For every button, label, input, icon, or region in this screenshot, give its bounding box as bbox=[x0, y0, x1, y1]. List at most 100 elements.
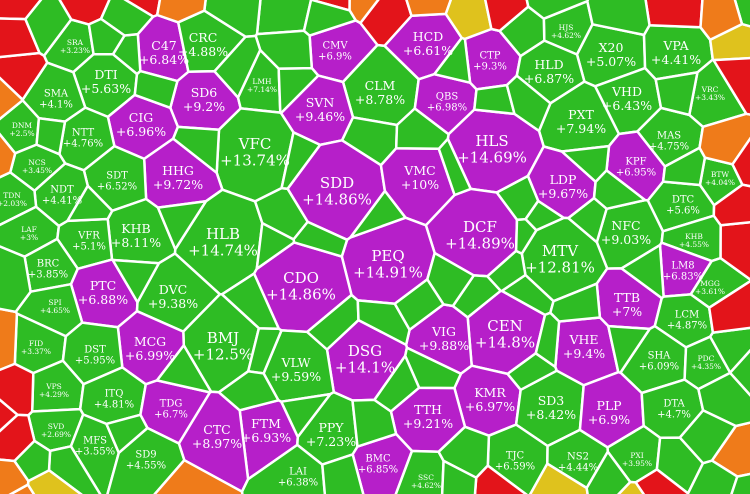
cell-small[interactable] bbox=[0, 245, 32, 314]
cell-small[interactable] bbox=[0, 130, 17, 179]
cell-code-label: C47 bbox=[151, 38, 177, 53]
cell-code-label: SPI bbox=[48, 298, 61, 307]
cell-small[interactable] bbox=[302, 0, 357, 37]
cell-small[interactable] bbox=[0, 74, 24, 122]
cell-small[interactable] bbox=[505, 74, 552, 133]
cell-value-label: +4.41% bbox=[651, 52, 701, 67]
cell-small[interactable] bbox=[35, 116, 67, 156]
cell-value-label: +5.1% bbox=[72, 242, 106, 253]
cell-code-label: LAF bbox=[21, 225, 37, 234]
cell-small[interactable] bbox=[567, 196, 608, 244]
cell-code-label: HHG bbox=[162, 163, 194, 178]
cell-small[interactable] bbox=[277, 66, 320, 115]
cell-small[interactable] bbox=[393, 278, 445, 331]
cell-small[interactable] bbox=[105, 413, 149, 455]
cell-value-label: +6.09% bbox=[639, 362, 679, 373]
cell-small[interactable] bbox=[133, 69, 179, 110]
cell-value-label: +9.88% bbox=[419, 338, 469, 353]
cell-small[interactable] bbox=[560, 144, 611, 183]
cell-code-label: DST bbox=[84, 345, 106, 356]
cell-small[interactable] bbox=[155, 344, 213, 394]
cell-code-label: SSC bbox=[418, 473, 434, 482]
cell-small[interactable] bbox=[661, 146, 707, 187]
cell-code-label: LDP bbox=[550, 172, 577, 187]
cell-code-label: BTW bbox=[711, 170, 730, 179]
cell-value-label: +6.99% bbox=[125, 348, 175, 363]
cell-small[interactable] bbox=[66, 184, 114, 223]
cell-small[interactable] bbox=[473, 464, 529, 494]
cell-small[interactable] bbox=[699, 0, 744, 42]
cell-code-label: CEN bbox=[487, 317, 523, 335]
cell-value-label: +3.45% bbox=[22, 166, 52, 175]
cell-small[interactable] bbox=[171, 125, 221, 175]
cell-code-label: LM8 bbox=[671, 261, 694, 272]
cell-small[interactable] bbox=[0, 362, 35, 417]
cell-small[interactable] bbox=[217, 370, 280, 412]
cell-small[interactable] bbox=[440, 459, 478, 494]
cell-small[interactable] bbox=[373, 354, 421, 413]
cell-small[interactable] bbox=[13, 439, 52, 483]
cell-small[interactable] bbox=[356, 299, 411, 347]
cell-small[interactable] bbox=[707, 279, 750, 334]
cell-small[interactable] bbox=[534, 311, 561, 369]
cell-code-label: KPF bbox=[625, 157, 646, 168]
cell-value-label: +4.65% bbox=[40, 306, 70, 315]
cell-small[interactable] bbox=[24, 0, 73, 57]
cell-small[interactable] bbox=[280, 131, 322, 191]
cell-small[interactable] bbox=[444, 0, 493, 41]
cell-value-label: +4.55% bbox=[126, 461, 166, 472]
cell-value-label: +5.95% bbox=[75, 356, 115, 367]
cell-small[interactable] bbox=[220, 272, 281, 331]
cell-code-label: DCF bbox=[463, 218, 497, 236]
cell-small[interactable] bbox=[730, 472, 750, 494]
cell-code-label: PDC bbox=[698, 354, 715, 363]
cell-small[interactable] bbox=[292, 220, 349, 258]
cell-small[interactable] bbox=[255, 0, 313, 36]
cell-value-label: +3.23% bbox=[60, 46, 90, 55]
cell-small[interactable] bbox=[87, 17, 126, 56]
cell-value-label: +13.74% bbox=[220, 151, 290, 169]
cell-code-label: MAS bbox=[657, 131, 681, 142]
cell-code-label: DSG bbox=[348, 342, 382, 360]
cell-value-label: +9.72% bbox=[153, 177, 203, 192]
cell-small[interactable] bbox=[506, 352, 558, 392]
cell-value-label: +9.46% bbox=[295, 109, 345, 124]
cell-small[interactable] bbox=[644, 0, 704, 29]
cell-small[interactable] bbox=[394, 107, 450, 151]
cell-small[interactable] bbox=[349, 189, 407, 239]
cell-code-label: PPY bbox=[318, 420, 344, 435]
cell-small[interactable] bbox=[111, 258, 161, 304]
cell-small[interactable] bbox=[0, 397, 19, 435]
cell-small[interactable] bbox=[712, 183, 750, 227]
cell-small[interactable] bbox=[0, 307, 19, 372]
cell-value-label: +6.84% bbox=[139, 52, 189, 67]
cell-code-label: HLS bbox=[475, 132, 508, 150]
cell-small[interactable] bbox=[654, 71, 699, 117]
cell-code-label: VLW bbox=[280, 355, 310, 370]
cell-value-label: +4.7% bbox=[657, 410, 691, 421]
cell-small[interactable] bbox=[678, 409, 738, 465]
cell-small[interactable] bbox=[155, 0, 207, 24]
cell-small[interactable] bbox=[620, 243, 665, 300]
cell-value-label: +7.14% bbox=[247, 85, 277, 94]
cell-small[interactable] bbox=[280, 392, 332, 439]
cell-small[interactable] bbox=[484, 0, 530, 33]
cell-small[interactable] bbox=[524, 199, 566, 232]
cell-small[interactable] bbox=[348, 0, 382, 25]
cell-small[interactable] bbox=[321, 453, 365, 494]
cell-small[interactable] bbox=[634, 468, 690, 494]
cell-small[interactable] bbox=[607, 324, 651, 374]
cell-small[interactable] bbox=[525, 0, 590, 20]
cell-code-label: HLD bbox=[534, 57, 563, 72]
cell-code-label: NCS bbox=[28, 158, 45, 167]
cell-small[interactable] bbox=[156, 200, 208, 251]
cell-small[interactable] bbox=[728, 346, 750, 399]
cell-value-label: +6.61% bbox=[403, 43, 453, 58]
cell-value-label: +14.1% bbox=[335, 358, 395, 376]
cell-value-label: +4.81% bbox=[94, 400, 134, 411]
cell-small[interactable] bbox=[585, 450, 632, 494]
cell-small[interactable] bbox=[712, 56, 750, 116]
cell-small[interactable] bbox=[213, 34, 262, 99]
cell-value-label: +14.86% bbox=[302, 190, 372, 208]
